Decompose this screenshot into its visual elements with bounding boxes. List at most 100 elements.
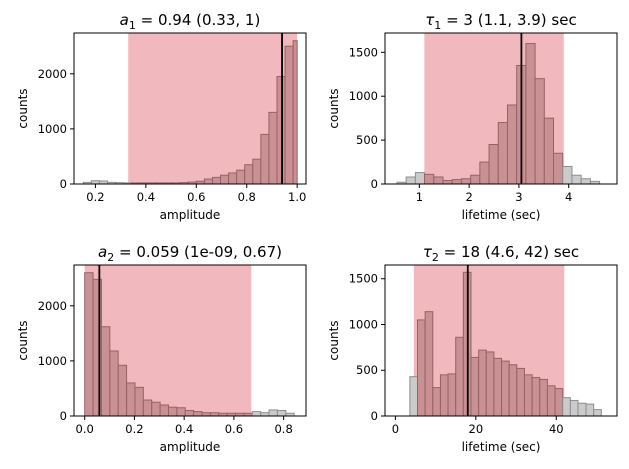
histogram-bar <box>593 409 602 417</box>
y-tick-label: 0 <box>60 409 67 423</box>
x-tick-label: 20 <box>469 422 484 436</box>
y-tick-label: 1000 <box>38 122 67 136</box>
histogram-bar <box>416 319 426 417</box>
histogram-bar <box>424 311 434 417</box>
histogram-bar <box>414 172 426 185</box>
histogram-bar <box>562 397 571 417</box>
axes-frame <box>73 32 307 185</box>
y-tick-label: 1000 <box>349 317 378 331</box>
histogram-bar <box>585 403 595 417</box>
y-tick-label: 2000 <box>38 67 67 81</box>
histogram-bar <box>534 78 545 185</box>
x-axis-label: lifetime (sec) <box>462 440 541 454</box>
histogram-bar <box>284 45 294 185</box>
histogram-bar <box>276 409 287 417</box>
y-axis-label: counts <box>16 88 30 128</box>
y-tick-label: 0 <box>60 177 67 191</box>
histogram-bar <box>546 385 556 417</box>
histogram-bar <box>531 377 541 417</box>
histogram-bar <box>447 373 457 417</box>
histogram-bar <box>151 401 161 417</box>
histogram-bar <box>409 376 418 417</box>
x-tick-label: 3 <box>515 190 522 204</box>
histogram-bar <box>539 378 548 417</box>
histogram-bar <box>211 176 222 185</box>
histogram-bar <box>244 164 254 185</box>
subplot-title: a2 = 0.059 (1e-09, 0.67) <box>98 243 282 264</box>
y-tick-label: 1000 <box>349 89 378 103</box>
axes-frame <box>384 32 618 185</box>
histogram-bar <box>439 374 449 417</box>
x-axis-label: lifetime (sec) <box>462 208 541 222</box>
histogram-bar <box>109 350 119 417</box>
subplot-4: 0 20 40 0 500 1000 1500 lifetime (sec) counts τ2 … <box>327 243 618 454</box>
x-axis-label: amplitude <box>160 440 221 454</box>
histogram-bar <box>580 178 591 185</box>
histogram-bar <box>501 360 510 417</box>
histogram-bar <box>405 176 416 185</box>
x-tick-label: 0.2 <box>125 422 143 436</box>
y-tick-label: 1000 <box>38 354 67 368</box>
subplot-3: 0.0 0.2 0.4 0.6 0.8 0 1000 2000 amplitude counts a… <box>16 243 307 454</box>
histogram-bar <box>260 133 270 185</box>
histogram-bar <box>100 326 111 417</box>
histogram-bar <box>562 165 573 185</box>
y-tick-label: 1500 <box>349 45 378 59</box>
histogram-bar <box>554 388 564 417</box>
y-tick-label: 0 <box>371 177 378 191</box>
axes-frame <box>73 264 307 417</box>
histogram-bar <box>525 43 536 185</box>
y-axis-label: counts <box>327 320 341 360</box>
histogram-bar <box>176 407 186 417</box>
histogram-bar <box>479 161 490 185</box>
subplot-title: τ1 = 3 (1.1, 3.9) sec <box>425 11 576 32</box>
x-tick-label: 0.4 <box>137 190 155 204</box>
histogram-bar <box>268 409 278 417</box>
histogram-bar <box>292 40 298 185</box>
histogram-bar <box>251 411 262 417</box>
histogram-bar <box>203 178 213 185</box>
histogram-bar <box>220 174 230 185</box>
x-tick-label: 0.2 <box>86 190 104 204</box>
histogram-bar <box>571 174 582 185</box>
x-tick-label: 0.6 <box>225 422 243 436</box>
y-tick-label: 0 <box>371 409 378 423</box>
histogram-bar <box>553 152 564 185</box>
x-tick-label: 0.8 <box>238 190 256 204</box>
x-tick-label: 40 <box>549 422 564 436</box>
y-axis-label: counts <box>327 88 341 128</box>
histogram-bar <box>184 409 195 417</box>
histogram-bar <box>167 406 178 417</box>
histogram-bar <box>455 336 464 417</box>
histogram-bar <box>117 364 128 417</box>
histogram-bar <box>485 351 495 417</box>
histogram-bar <box>523 374 533 417</box>
histogram-bar <box>159 404 169 417</box>
histogram-bar <box>488 143 499 185</box>
histogram-bar <box>470 174 481 185</box>
histogram-bar <box>506 104 518 185</box>
y-tick-label: 2000 <box>38 299 67 313</box>
histogram-bar <box>433 176 444 185</box>
histogram-bar <box>451 179 462 185</box>
histogram-bar <box>543 117 555 185</box>
axes-frame <box>384 264 618 417</box>
subplot-1: 0.2 0.4 0.6 0.8 1.0 0 1000 2000 amplitude counts a… <box>16 11 307 222</box>
histogram-bar <box>432 387 441 417</box>
histogram-bar <box>126 382 136 417</box>
x-tick-label: 2 <box>465 190 472 204</box>
histogram-bar <box>577 402 587 417</box>
x-tick-label: 0.8 <box>274 422 292 436</box>
histogram-bar <box>276 76 286 185</box>
x-axis-label: amplitude <box>160 208 221 222</box>
x-tick-label: 1.0 <box>288 190 306 204</box>
x-tick-label: 4 <box>565 190 572 204</box>
histogram-bar <box>142 399 153 417</box>
histogram-bar <box>193 411 203 417</box>
subplot-title: a1 = 0.94 (0.33, 1) <box>120 11 261 32</box>
histogram-bar <box>508 364 518 417</box>
histogram-bar <box>424 173 435 185</box>
histogram-bar <box>228 172 238 185</box>
histogram-bar <box>268 111 278 185</box>
